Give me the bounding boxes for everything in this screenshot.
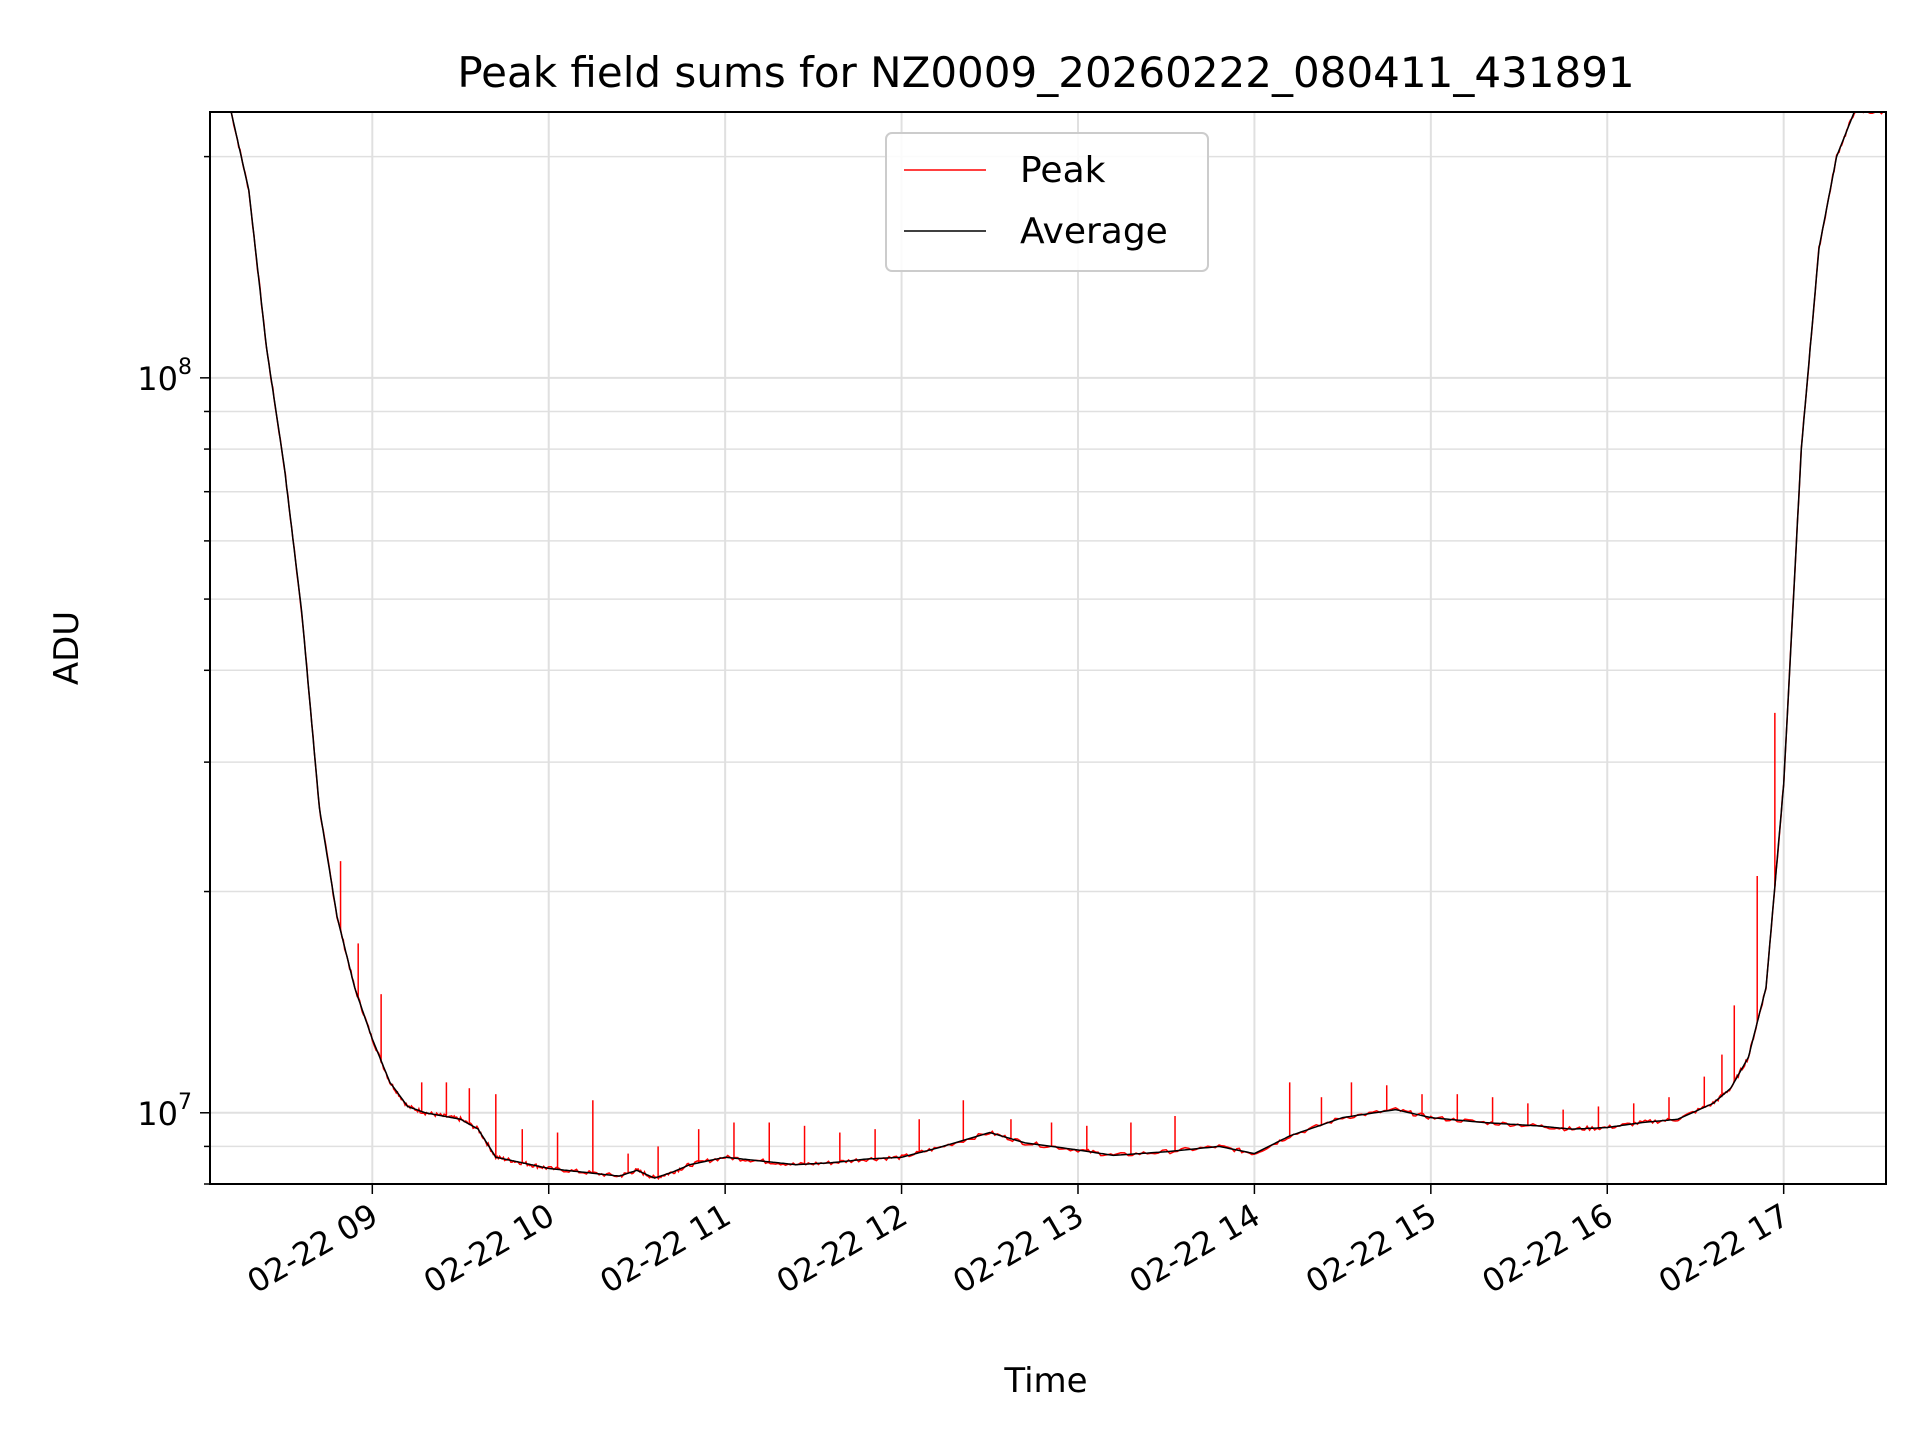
y-axis-label: ADU — [47, 611, 87, 685]
grid-lines — [210, 112, 1886, 1185]
legend: Peak Average — [885, 132, 1209, 272]
series-layer — [230, 112, 1886, 1181]
y-tick-label: 108 — [137, 355, 192, 398]
x-axis-label: Time — [1003, 1361, 1087, 1401]
plot-area-frame — [209, 111, 1887, 1185]
legend-box — [885, 132, 1209, 272]
legend-label-peak: Peak — [1020, 150, 1106, 191]
chart-title: Peak field sums for NZ0009_20260222_0804… — [457, 48, 1634, 97]
legend-label-average: Average — [1020, 211, 1168, 252]
y-tick-label: 107 — [137, 1090, 192, 1133]
series-average-line — [230, 112, 1886, 1179]
y-axis: 107 108 — [137, 155, 210, 1185]
